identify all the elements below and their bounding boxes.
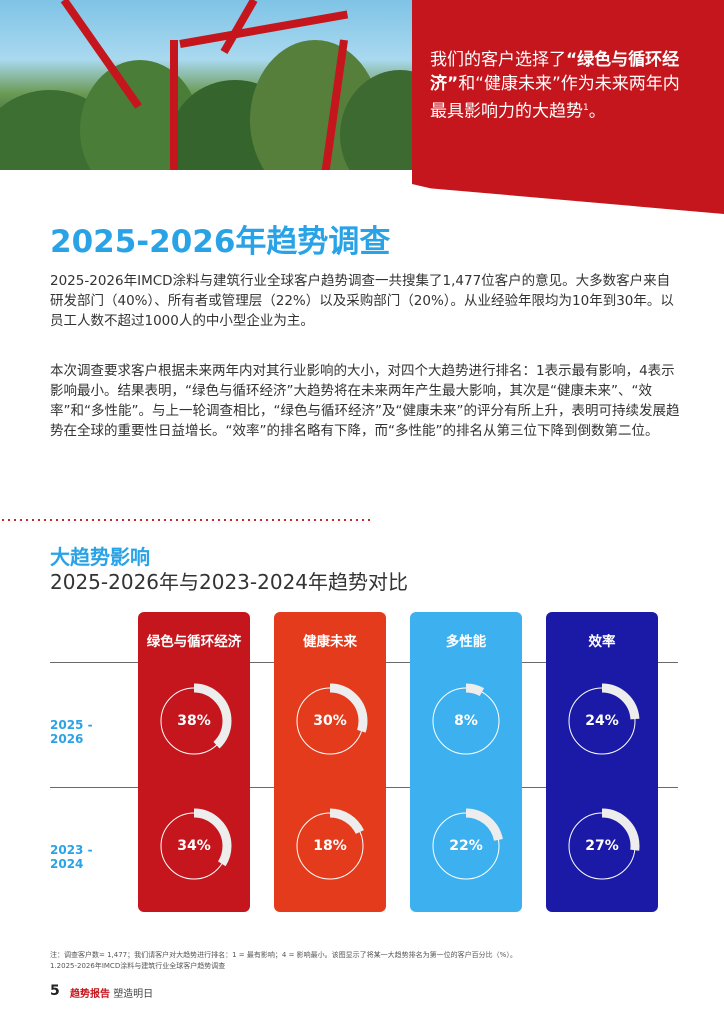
donut-2023: 22% xyxy=(428,808,504,884)
donut-value: 18% xyxy=(313,838,347,854)
donut-value: 38% xyxy=(177,713,211,729)
donut-value: 30% xyxy=(313,713,347,729)
donut-fill xyxy=(156,808,232,884)
trend-name: 健康未来 xyxy=(303,634,357,650)
footer-report: 趋势报告 xyxy=(70,989,110,1000)
footer-text: 趋势报告 塑造明日 xyxy=(70,985,153,1000)
page-number: 5 xyxy=(50,983,60,999)
intro-paragraph: 2025-2026年IMCD涂料与建筑行业全球客户趋势调查一共搜集了1,477位… xyxy=(50,273,674,329)
trend-name: 绿色与循环经济 xyxy=(146,634,242,650)
donut-fill xyxy=(428,683,504,759)
donut-fill xyxy=(428,808,504,884)
donut-fill xyxy=(292,683,368,759)
donut-fill xyxy=(564,683,640,759)
donut-value: 24% xyxy=(585,713,619,729)
footer-tagline: 塑造明日 xyxy=(113,989,154,1000)
donut-2025: 8% xyxy=(428,683,504,759)
donut-fill xyxy=(564,808,640,884)
trend-column-2: 多性能 8% 22% xyxy=(410,612,522,912)
donut-value: 8% xyxy=(454,713,478,729)
ranking-paragraph: 本次调查要求客户根据未来两年内对其行业影响的大小，对四个大趋势进行排名：1表示最… xyxy=(50,363,680,439)
donut-2025: 30% xyxy=(292,683,368,759)
page-title: 2025-2026年趋势调查 xyxy=(50,224,391,260)
section-subheading: 2025-2026年与2023-2024年趋势对比 xyxy=(50,570,409,594)
trend-name: 多性能 xyxy=(445,634,487,650)
donut-value: 27% xyxy=(585,838,619,854)
footnote-source: 1.2025-2026年IMCD涂料与建筑行业全球客户趋势调查 xyxy=(50,962,226,970)
donut-fill xyxy=(292,808,368,884)
donut-2023: 27% xyxy=(564,808,640,884)
row-label-2025: 2025 - 2026 xyxy=(50,718,93,746)
donut-2025: 38% xyxy=(156,683,232,759)
section-heading: 大趋势影响 xyxy=(50,545,150,569)
trend-column-0: 绿色与循环经济 38% 34% xyxy=(138,612,250,912)
trend-column-3: 效率 24% 27% xyxy=(546,612,658,912)
trend-name: 效率 xyxy=(588,634,616,650)
donut-2023: 18% xyxy=(292,808,368,884)
donut-2025: 24% xyxy=(564,683,640,759)
donut-value: 34% xyxy=(177,838,211,854)
callout-text: 我们的客户选择了“绿色与循环经济”和“健康未来”作为未来两年内最具影响力的大趋势… xyxy=(430,50,680,122)
dotted-divider xyxy=(0,519,372,521)
callout-box: 我们的客户选择了“绿色与循环经济”和“健康未来”作为未来两年内最具影响力的大趋势… xyxy=(412,0,724,214)
donut-fill xyxy=(156,683,232,759)
footnote-note: 注：调查客户数= 1,477；我们请客户对大趋势进行排名：1 = 最有影响；4 … xyxy=(50,951,517,959)
donut-2023: 34% xyxy=(156,808,232,884)
row-label-2023: 2023 - 2024 xyxy=(50,843,93,871)
donut-value: 22% xyxy=(449,838,483,854)
trend-column-1: 健康未来 30% 18% xyxy=(274,612,386,912)
